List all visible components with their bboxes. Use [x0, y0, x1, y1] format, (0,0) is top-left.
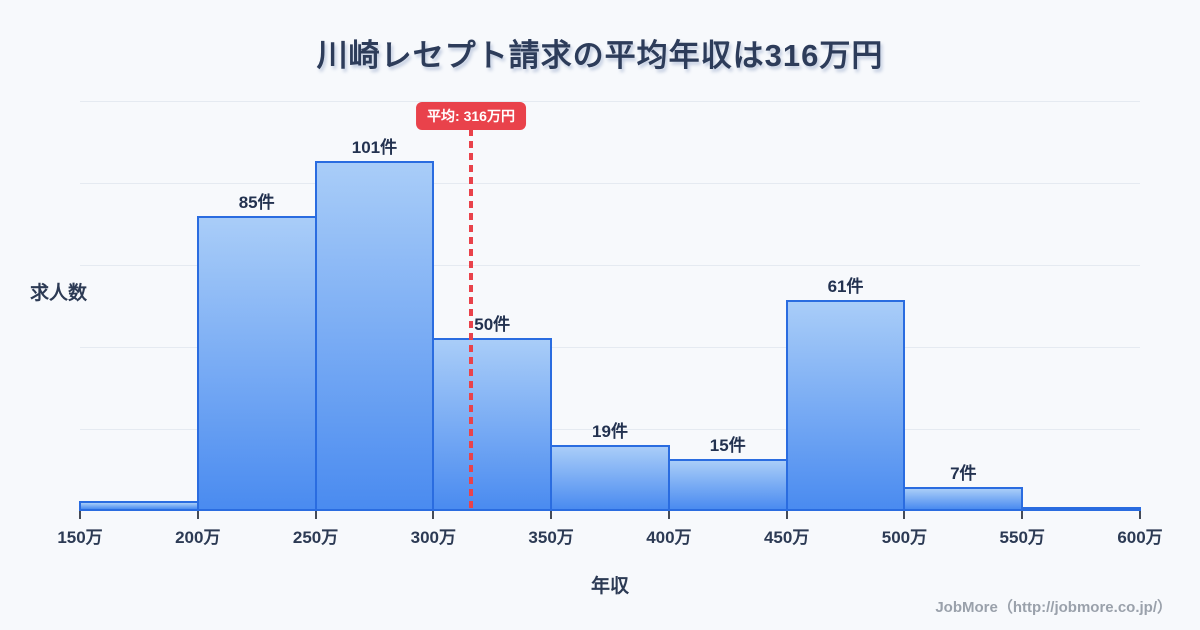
x-axis-tick-label: 250万	[292, 528, 339, 547]
mean-salary-badge: 平均: 316万円	[416, 102, 526, 130]
histogram-bar	[314, 161, 435, 511]
gridline	[80, 429, 1140, 430]
bar-value-label: 7件	[950, 463, 977, 483]
x-axis-tick	[550, 511, 553, 519]
histogram-bar	[667, 459, 788, 511]
gridline	[80, 265, 1140, 266]
x-axis-tick	[1021, 511, 1024, 519]
histogram-bar	[196, 216, 317, 511]
bar-value-label: 19件	[592, 422, 628, 442]
x-axis-tick-label: 550万	[999, 528, 1045, 547]
mean-line	[469, 129, 474, 511]
bar-value-label: 85件	[238, 193, 275, 213]
bar-value-label: 15件	[709, 436, 746, 456]
x-axis-tick-label: 300万	[410, 528, 457, 547]
x-axis-tick-label: 500万	[881, 528, 928, 547]
y-axis-label: 求人数	[30, 283, 88, 304]
histogram-bar	[79, 500, 199, 511]
bar-value-label: 61件	[827, 276, 864, 296]
footer-credit: JobMore（http://jobmore.co.jp/）	[935, 599, 1172, 616]
x-axis-tick-label: 600万	[1117, 528, 1163, 547]
histogram-plot-area: 85件 101件 50件 19件 15件 61件 7件 150万 200万 250万 300万 350…	[57, 101, 1163, 547]
page-title: 川崎レセプト請求の平均年収は316万円	[316, 38, 884, 73]
bar-value-label: 101件	[351, 138, 398, 157]
x-axis-tick-label: 200万	[175, 528, 221, 547]
bar-value-label: 50件	[474, 314, 511, 334]
x-axis-tick	[1139, 511, 1141, 519]
x-axis-tick	[79, 511, 81, 519]
x-axis-tick	[432, 511, 435, 519]
x-axis-tick	[196, 511, 199, 519]
x-axis-tick	[314, 511, 317, 519]
x-axis-tick	[785, 511, 788, 519]
histogram-bar	[903, 486, 1024, 511]
x-axis-tick-label: 400万	[646, 528, 692, 547]
histogram-bar	[1021, 507, 1141, 511]
x-axis-tick-label: 350万	[528, 528, 574, 547]
x-axis-tick	[903, 511, 906, 519]
gridline	[80, 101, 1140, 102]
x-axis-tick-label: 450万	[763, 528, 810, 547]
histogram-bar	[550, 445, 670, 511]
gridline	[80, 183, 1140, 184]
gridline	[80, 347, 1140, 348]
histogram-bar	[785, 299, 906, 511]
histogram-bar	[432, 337, 553, 511]
x-axis-tick-label: 150万	[57, 528, 103, 547]
x-axis-label: 年収	[590, 576, 629, 597]
x-axis-tick	[667, 511, 670, 519]
